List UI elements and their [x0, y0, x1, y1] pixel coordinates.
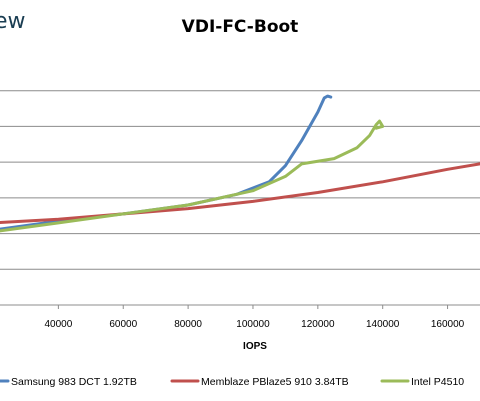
- x-tick-label: 140000: [366, 319, 400, 330]
- legend-label: Memblaze PBlaze5 910 3.84TB: [201, 376, 349, 388]
- x-tick-label: 160000: [431, 319, 465, 330]
- chart-title: VDI-FC-Boot: [182, 17, 299, 37]
- grid-lines: [0, 90, 480, 306]
- x-tick-label: 100000: [236, 319, 270, 330]
- x-tick-label: 80000: [174, 319, 202, 330]
- legend-label: Samsung 983 DCT 1.92TB: [11, 376, 137, 388]
- x-axis-ticks: 40000 60000 80000 100000 120000 140000 160000: [44, 305, 465, 330]
- series-line-2: [0, 119, 385, 233]
- x-axis-label: IOPS: [243, 341, 267, 352]
- brand-logo-text: ew: [0, 9, 26, 34]
- series-line-1: [0, 162, 480, 225]
- legend-label: Intel P4510: [411, 376, 464, 388]
- x-tick-label: 120000: [301, 319, 335, 330]
- legend: Samsung 983 DCT 1.92TB Memblaze PBlaze5 9…: [0, 376, 464, 388]
- x-tick-label: 60000: [109, 319, 137, 330]
- series-lines: [0, 94, 480, 233]
- x-tick-label: 40000: [44, 319, 72, 330]
